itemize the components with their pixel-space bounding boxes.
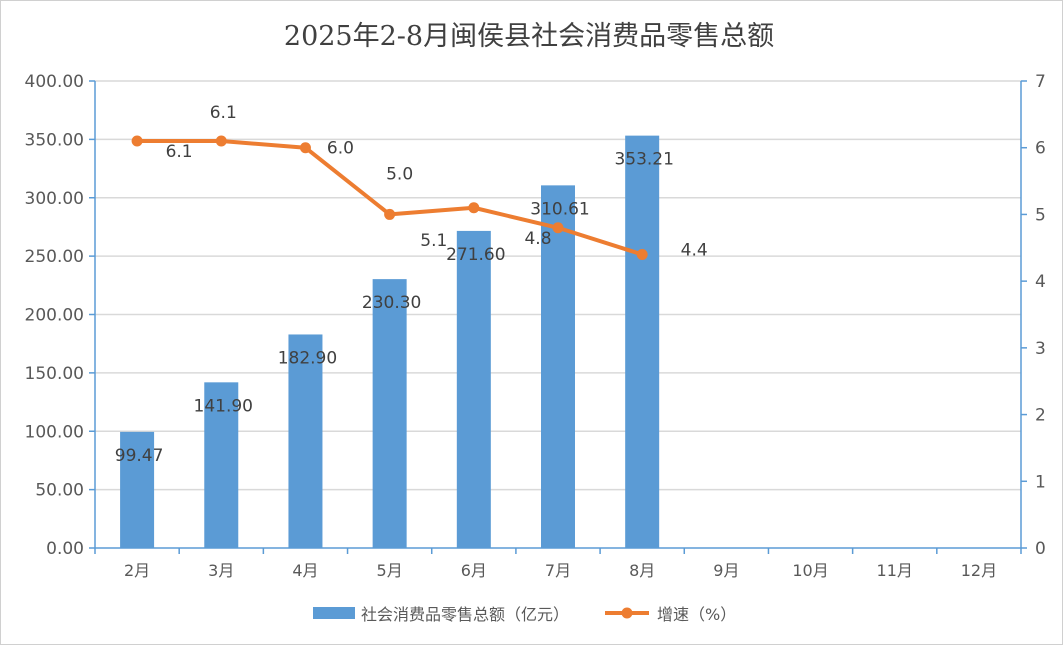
x-tick-label: 7月 bbox=[545, 561, 571, 580]
x-tick-label: 8月 bbox=[629, 561, 655, 580]
bar-value-label: 353.21 bbox=[614, 150, 673, 170]
line-value-label: 4.8 bbox=[524, 229, 551, 249]
bar-value-label: 182.90 bbox=[278, 348, 337, 368]
y-left-tick-label: 350.00 bbox=[25, 130, 84, 150]
y-left-tick-label: 100.00 bbox=[25, 422, 84, 442]
x-tick-label: 4月 bbox=[292, 561, 318, 580]
bar bbox=[120, 431, 155, 548]
y-left-tick-label: 300.00 bbox=[25, 189, 84, 209]
x-tick-label: 6月 bbox=[461, 561, 487, 580]
y-left-tick-label: 200.00 bbox=[25, 306, 84, 326]
bar bbox=[288, 334, 323, 548]
x-tick-label: 12月 bbox=[961, 561, 997, 580]
y-left-tick-label: 50.00 bbox=[35, 481, 84, 501]
bar bbox=[456, 230, 491, 549]
y-right-tick-label: 1 bbox=[1035, 472, 1046, 492]
x-tick-label: 10月 bbox=[792, 561, 828, 580]
legend-label-line: 增速（%） bbox=[657, 605, 736, 624]
x-tick-label: 5月 bbox=[377, 561, 403, 580]
bar bbox=[372, 279, 407, 548]
line-series bbox=[131, 135, 648, 260]
line-point bbox=[384, 208, 396, 220]
bar-value-label: 141.90 bbox=[194, 396, 253, 416]
y-right-tick-label: 4 bbox=[1035, 272, 1046, 292]
bar-value-label: 310.61 bbox=[530, 199, 589, 219]
bar-value-label: 271.60 bbox=[446, 245, 505, 265]
x-tick-label: 2月 bbox=[124, 561, 150, 580]
bar bbox=[204, 382, 239, 548]
line-point bbox=[215, 135, 227, 147]
line-value-label: 6.1 bbox=[210, 103, 237, 123]
legend-swatch-marker bbox=[621, 607, 633, 619]
line-point bbox=[468, 202, 480, 214]
y-right-tick-label: 6 bbox=[1035, 139, 1046, 159]
line-point bbox=[131, 135, 143, 147]
y-right-tick-label: 0 bbox=[1035, 539, 1046, 559]
y-right-tick-label: 2 bbox=[1035, 406, 1046, 426]
bar-series bbox=[120, 135, 660, 549]
chart-title: 2025年2-8月闽侯县社会消费品零售总额 bbox=[284, 21, 774, 52]
axes: 0.00 50.00 100.00 150.00 200.00 250.00 300.00 3… bbox=[25, 72, 1046, 580]
line-point bbox=[299, 142, 311, 154]
x-tick-label: 11月 bbox=[877, 561, 913, 580]
bar bbox=[541, 185, 575, 548]
x-tick-label: 9月 bbox=[713, 561, 739, 580]
legend-swatch-bar bbox=[313, 607, 355, 619]
x-tick-label: 3月 bbox=[208, 561, 234, 580]
bar-value-label: 230.30 bbox=[362, 293, 421, 313]
y-left-tick-label: 250.00 bbox=[25, 247, 84, 267]
y-left-tick-label: 0.00 bbox=[46, 539, 84, 559]
line-value-label: 5.1 bbox=[420, 231, 447, 251]
data-labels: 99.47 141.90 182.90 230.30 271.60 310.61 353.2… bbox=[115, 103, 708, 466]
line-point bbox=[636, 248, 648, 260]
bar-value-label: 99.47 bbox=[115, 446, 164, 466]
legend-label-bar: 社会消费品零售总额（亿元） bbox=[361, 605, 569, 624]
y-right-tick-label: 5 bbox=[1035, 205, 1046, 225]
line-point bbox=[552, 222, 564, 234]
legend: 社会消费品零售总额（亿元） 增速（%） bbox=[313, 605, 736, 624]
y-left-tick-label: 400.00 bbox=[25, 72, 84, 92]
line-value-label: 4.4 bbox=[681, 240, 708, 260]
line-value-label: 5.0 bbox=[386, 164, 413, 184]
line-value-label: 6.0 bbox=[327, 139, 354, 159]
bar bbox=[625, 135, 660, 548]
line-value-label: 6.1 bbox=[166, 142, 193, 162]
y-right-tick-label: 7 bbox=[1035, 72, 1046, 92]
y-right-tick-label: 3 bbox=[1035, 339, 1046, 359]
y-left-tick-label: 150.00 bbox=[25, 364, 84, 384]
